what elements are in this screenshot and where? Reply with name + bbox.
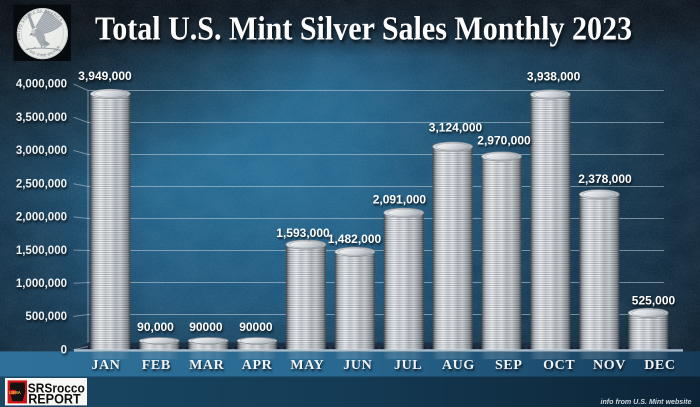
svg-text:3,938,000: 3,938,000 <box>527 69 581 83</box>
svg-text:JUN: JUN <box>343 358 372 373</box>
svg-text:4,000,000: 4,000,000 <box>16 79 67 91</box>
svg-text:APR: APR <box>242 358 273 373</box>
svg-text:AUG: AUG <box>442 358 475 373</box>
svg-text:2,970,000: 2,970,000 <box>477 133 531 147</box>
svg-text:2,378,000: 2,378,000 <box>578 172 632 186</box>
svg-text:1,482,000: 1,482,000 <box>328 232 382 246</box>
svg-text:1,000,000: 1,000,000 <box>16 278 67 290</box>
svg-text:2,000,000: 2,000,000 <box>16 212 67 224</box>
svg-text:MAY: MAY <box>290 358 324 373</box>
svg-text:SRSrocco: SRSrocco <box>28 381 85 395</box>
svg-text:1,500,000: 1,500,000 <box>16 245 67 257</box>
svg-text:FEB: FEB <box>142 358 171 373</box>
svg-text:90000: 90000 <box>239 320 273 334</box>
svg-text:OCT: OCT <box>543 358 575 373</box>
svg-text:90,000: 90,000 <box>137 320 174 334</box>
svg-text:500,000: 500,000 <box>25 311 67 323</box>
svg-text:525,000: 525,000 <box>632 294 676 308</box>
svg-text:JUL: JUL <box>394 358 422 373</box>
svg-text:3,124,000: 3,124,000 <box>429 121 483 135</box>
svg-text:MAR: MAR <box>189 358 225 373</box>
svg-text:0: 0 <box>61 345 67 357</box>
svg-text:1,593,000: 1,593,000 <box>276 226 330 240</box>
svg-text:NOV: NOV <box>593 358 626 373</box>
svg-text:Total U.S. Mint Silver Sales M: Total U.S. Mint Silver Sales Monthly 202… <box>95 11 632 48</box>
svg-text:LBMA: LBMA <box>9 390 21 395</box>
svg-text:2,091,000: 2,091,000 <box>373 192 427 206</box>
svg-text:DEC: DEC <box>644 358 675 373</box>
svg-text:90000: 90000 <box>189 320 223 334</box>
svg-text:SEP: SEP <box>495 358 522 373</box>
svg-text:3,949,000: 3,949,000 <box>78 69 132 83</box>
svg-text:2,500,000: 2,500,000 <box>16 178 67 190</box>
svg-text:3,000,000: 3,000,000 <box>16 145 67 157</box>
svg-text:REPORT: REPORT <box>28 391 81 406</box>
svg-text:3,500,000: 3,500,000 <box>16 112 67 124</box>
svg-text:JAN: JAN <box>91 358 120 373</box>
svg-text:info from U.S. Mint website: info from U.S. Mint website <box>601 397 692 406</box>
